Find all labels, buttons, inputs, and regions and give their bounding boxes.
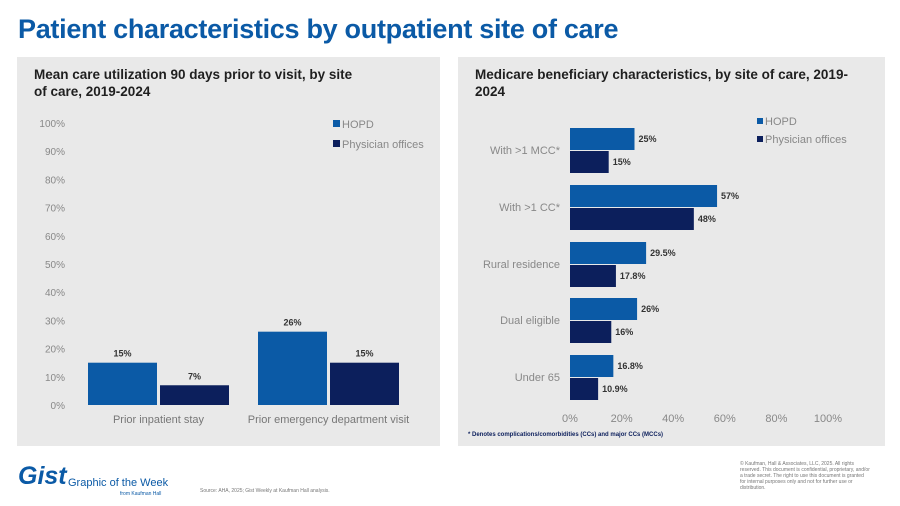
tagline: Graphic of the Week <box>68 477 169 489</box>
bar-physician-offices <box>570 208 694 230</box>
y-tick-label: 0% <box>51 401 66 412</box>
bar-hopd <box>570 355 614 377</box>
data-label: 17.8% <box>620 271 646 281</box>
data-label: 26% <box>283 318 301 328</box>
from-kaufman-hall: from Kaufman Hall <box>120 491 162 497</box>
x-tick-label: 80% <box>765 413 787 425</box>
x-tick-label: 40% <box>662 413 684 425</box>
bar-hopd <box>258 331 327 405</box>
bar-hopd <box>570 242 647 264</box>
x-tick-label: 0% <box>562 413 578 425</box>
page-title: Patient characteristics by outpatient si… <box>18 14 619 44</box>
bar-hopd <box>88 362 157 405</box>
bar-physician-offices <box>570 151 609 173</box>
y-tick-label: 100% <box>39 119 65 130</box>
category-label: Rural residence <box>483 259 560 271</box>
y-tick-label: 50% <box>45 260 65 271</box>
data-label: 57% <box>721 191 739 201</box>
gist-logo: Gist <box>18 462 67 490</box>
legend-swatch <box>333 120 340 127</box>
y-tick-label: 80% <box>45 175 65 186</box>
legend-label: HOPD <box>342 119 374 131</box>
bar-physician-offices <box>570 378 599 400</box>
legend-swatch <box>757 118 763 124</box>
y-tick-label: 40% <box>45 288 65 299</box>
data-label: 29.5% <box>650 248 676 258</box>
source-note: Source: AHA, 2025; Gist Weekly at Kaufma… <box>200 488 330 494</box>
legend-label: Physician offices <box>765 134 847 146</box>
legend-label: Physician offices <box>342 139 424 151</box>
category-label: With >1 CC* <box>499 202 561 214</box>
legend-swatch <box>757 136 763 142</box>
x-tick-label: 20% <box>611 413 633 425</box>
y-tick-label: 20% <box>45 345 65 356</box>
category-label: Prior inpatient stay <box>113 414 205 426</box>
y-tick-label: 10% <box>45 373 65 384</box>
data-label: 15% <box>355 349 373 359</box>
y-tick-label: 60% <box>45 232 65 243</box>
bar-hopd <box>570 298 638 320</box>
left-chart-title: Mean care utilization 90 days prior to v… <box>34 67 353 99</box>
bar-physician-offices <box>160 385 229 405</box>
data-label: 25% <box>639 134 657 144</box>
y-tick-label: 90% <box>45 147 65 158</box>
category-label: Under 65 <box>515 372 560 384</box>
bar-hopd <box>570 128 635 150</box>
y-tick-label: 30% <box>45 316 65 327</box>
category-label: Prior emergency department visit <box>248 414 409 426</box>
data-label: 26% <box>641 304 659 314</box>
y-tick-label: 70% <box>45 204 65 215</box>
right-chart-panel: Medicare beneficiary characteristics, by… <box>458 57 885 446</box>
bar-physician-offices <box>570 321 612 343</box>
legend-swatch <box>333 140 340 147</box>
copyright-note: © Kaufman, Hall & Associates, LLC, 2025.… <box>740 461 870 491</box>
bar-hopd <box>570 185 718 207</box>
data-label: 15% <box>113 349 131 359</box>
footnote: * Denotes complications/comorbidities (C… <box>468 432 664 438</box>
data-label: 16.8% <box>617 361 643 371</box>
right-chart: 25% 15% With >1 MCC* 57% 48% With >1 CC* 29.5%… <box>483 116 847 425</box>
data-label: 16% <box>615 327 633 337</box>
data-label: 15% <box>613 157 631 167</box>
bar-physician-offices <box>330 362 399 405</box>
x-tick-label: 60% <box>714 413 736 425</box>
data-label: 48% <box>698 214 716 224</box>
data-label: 10.9% <box>602 384 628 394</box>
data-label: 7% <box>188 371 201 381</box>
legend-label: HOPD <box>765 116 797 128</box>
left-chart-panel: Mean care utilization 90 days prior to v… <box>17 57 440 446</box>
bar-physician-offices <box>570 265 616 287</box>
right-chart-title: Medicare beneficiary characteristics, by… <box>475 67 848 99</box>
category-label: Dual eligible <box>500 315 560 327</box>
category-label: With >1 MCC* <box>490 145 561 157</box>
x-tick-label: 100% <box>814 413 842 425</box>
left-chart: 0% 10% 20% 30% 40% 50% 60% 70% 80% 90% 100% 15% 7% Pr… <box>39 119 424 426</box>
